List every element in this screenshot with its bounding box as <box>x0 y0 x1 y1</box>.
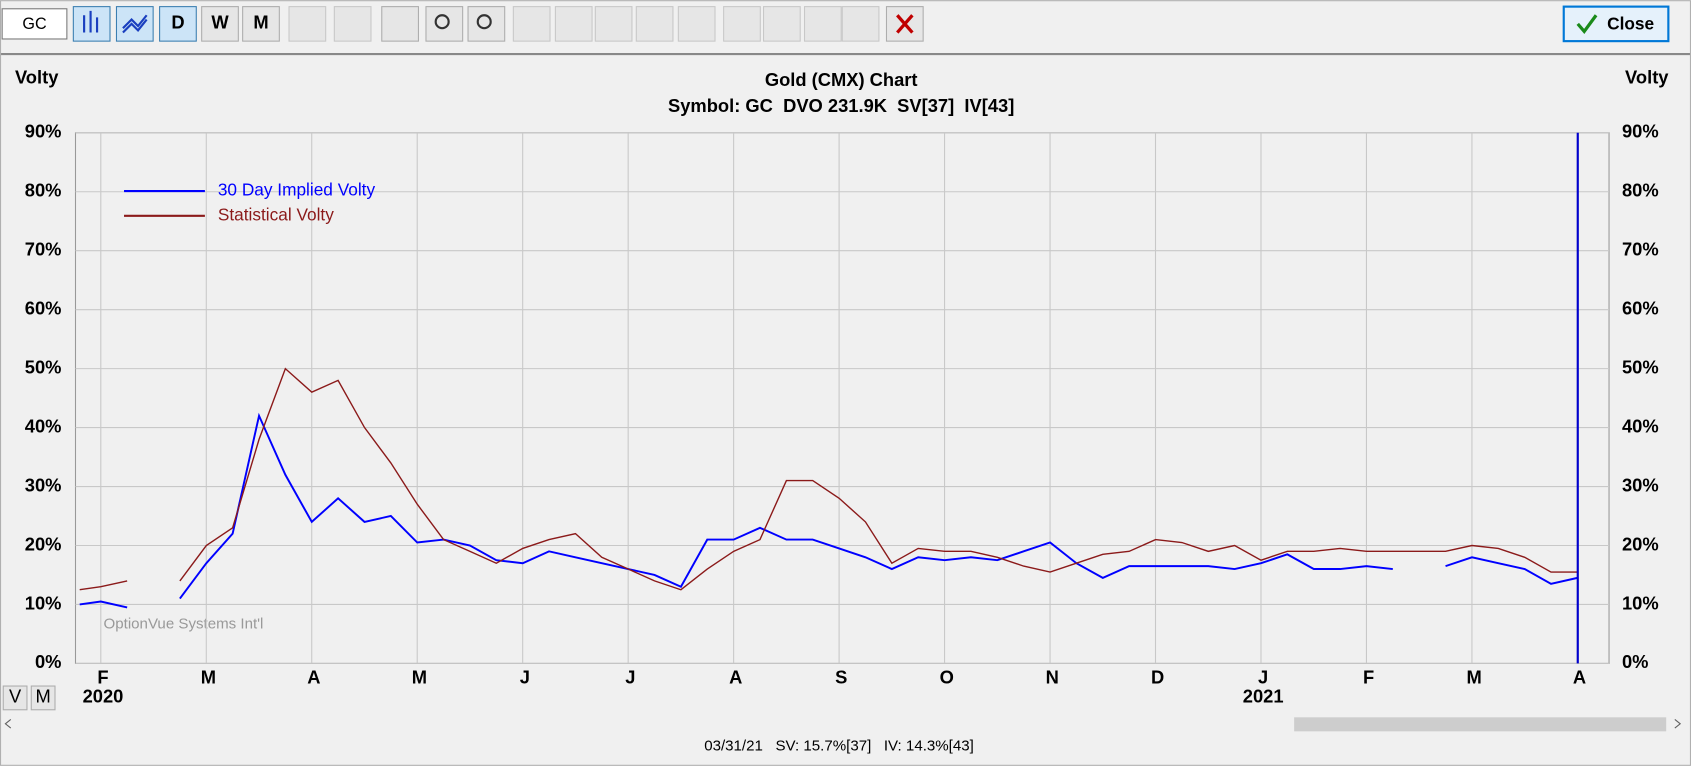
y2-tick-label: 20% <box>1622 533 1659 554</box>
scroll-arrows <box>4 719 1682 729</box>
x-tick-label: A <box>1573 666 1586 687</box>
x-tick-label: N <box>1046 666 1059 687</box>
zoom-out-icon <box>476 14 492 30</box>
button-label: D <box>171 12 184 33</box>
watermark: OptionVue Systems Int'l <box>104 616 264 633</box>
toolbar-icons <box>288 6 924 42</box>
x-tick-label: S <box>835 666 847 687</box>
view-button-label: M <box>35 686 50 707</box>
grid <box>75 132 1610 664</box>
close-button[interactable] <box>1562 5 1670 43</box>
legend-label: Statistical Volty <box>218 204 334 224</box>
button-label: M <box>253 12 268 33</box>
view-button-label: V <box>9 686 22 707</box>
view-button[interactable] <box>2 685 28 711</box>
daily-button[interactable] <box>159 6 197 42</box>
y2-tick-label: 60% <box>1622 298 1659 319</box>
x-tick-label: M <box>201 666 216 687</box>
y-tick-label: 50% <box>25 356 62 377</box>
y2-tick-label: 70% <box>1622 239 1659 260</box>
view-button[interactable] <box>30 685 56 711</box>
y2-tick-label: 40% <box>1622 415 1659 436</box>
year-label: 2020 <box>83 686 124 707</box>
x-tick-label: D <box>1151 666 1164 687</box>
scrollbar[interactable] <box>0 715 1691 734</box>
y2-tick-label: 50% <box>1622 356 1659 377</box>
y-tick-label: 30% <box>25 474 62 495</box>
chart-subtitle: Symbol: GC DVO 231.9K SV[37] IV[43] <box>668 95 1014 116</box>
y-tick-label: 10% <box>25 592 62 613</box>
plot-area <box>74 132 1610 664</box>
scrollbar-thumb[interactable] <box>1294 717 1667 732</box>
x-tick-label: O <box>940 666 954 687</box>
y2-axis-label: Volty <box>1625 67 1669 88</box>
x-tick-label: F <box>1363 666 1374 687</box>
button-label: W <box>211 12 229 33</box>
symbol-input[interactable] <box>1 8 68 40</box>
y-axis-label: Volty <box>15 67 59 88</box>
series-line <box>79 412 1578 609</box>
y-tick-label: 90% <box>25 121 62 142</box>
zoom-in-icon <box>434 14 450 30</box>
y-tick-label: 0% <box>35 651 62 672</box>
check-icon <box>1576 14 1598 35</box>
monthly-button[interactable] <box>242 6 280 42</box>
x-tick-label: J <box>1258 666 1268 687</box>
y2-tick-label: 90% <box>1622 121 1659 142</box>
x-tick-label: A <box>307 666 320 687</box>
weekly-button[interactable] <box>201 6 239 42</box>
lines <box>79 367 1578 609</box>
x-tick-label: F <box>97 666 108 687</box>
icon <box>83 10 99 33</box>
year-label: 2021 <box>1243 686 1284 707</box>
icon <box>122 14 148 34</box>
y-tick-label: 60% <box>25 298 62 319</box>
delete-icon <box>896 14 914 34</box>
y-tick-label: 80% <box>25 180 62 201</box>
status-bar: 03/31/21 SV: 15.7%[37] IV: 14.3%[43] <box>704 737 974 754</box>
x-tick-label: M <box>1466 666 1481 687</box>
close-label: Close <box>1607 14 1654 34</box>
x-tick-label: M <box>412 666 427 687</box>
y2-tick-label: 10% <box>1622 592 1659 613</box>
y2-tick-label: 0% <box>1622 651 1648 672</box>
y2-tick-label: 80% <box>1622 180 1659 201</box>
x-tick-label: J <box>625 666 635 687</box>
y-tick-label: 20% <box>25 533 62 554</box>
symbol-text: GC <box>22 15 47 33</box>
legend-label: 30 Day Implied Volty <box>218 180 376 200</box>
y2-tick-label: 30% <box>1622 474 1659 495</box>
y-tick-label: 40% <box>25 415 62 436</box>
x-tick-label: J <box>520 666 530 687</box>
y-tick-label: 70% <box>25 239 62 260</box>
x-tick-label: A <box>729 666 742 687</box>
chart-title: Gold (CMX) Chart <box>765 69 918 90</box>
series-line <box>79 367 1578 591</box>
